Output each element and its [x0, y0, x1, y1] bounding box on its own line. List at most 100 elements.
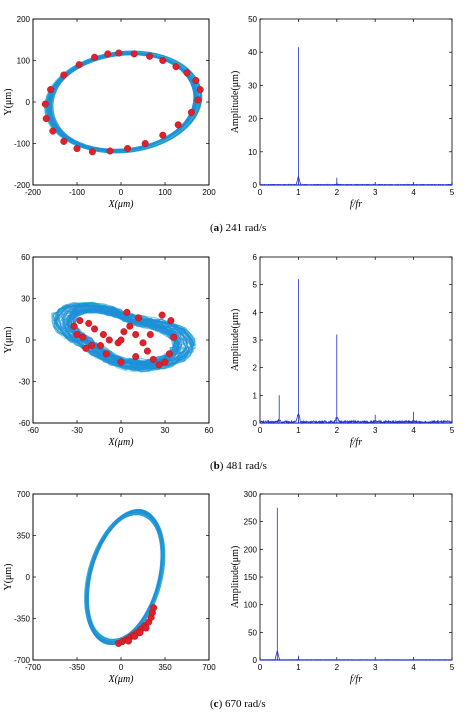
- orbit-point: [170, 333, 178, 341]
- x-tick-label: 200: [202, 188, 216, 197]
- orbit-point: [123, 308, 131, 316]
- panel-b-spectrum: 0 1 2 3 4 5 6 5 4 3 2 1 0 f/fr Amplitude(μm): [230, 253, 455, 448]
- orbit-point: [139, 339, 147, 347]
- panel-c-orbit: -700 -350 0 350 700 700 350 0 -350 -700 X(μm) Y(μm): [3, 490, 216, 685]
- y-tick-label: 200: [244, 545, 258, 554]
- y-tick-label: 300: [244, 490, 258, 499]
- orbit-point: [41, 100, 49, 108]
- panel-a-orbit: -200 -100 0 100 200 200 100 0 -100 -200 X(μm) Y(μm): [3, 15, 216, 210]
- orbit-point: [159, 57, 167, 65]
- orbit-point: [131, 632, 139, 640]
- y-tick-label: 0: [26, 336, 31, 345]
- orbit-point: [196, 86, 204, 94]
- x-axis-label: f/fr: [350, 199, 362, 210]
- orbit-point: [136, 629, 144, 637]
- x-tick-label: 0: [258, 188, 263, 197]
- x-tick-label: 2: [335, 426, 340, 435]
- y-tick-label: -60: [18, 419, 30, 428]
- orbit-point: [141, 139, 149, 147]
- y-tick-label: 5: [253, 281, 258, 290]
- x-axis-label: X(μm): [107, 437, 134, 448]
- y-axis-label: Amplitude(μm): [230, 71, 241, 134]
- y-tick-label: 6: [253, 253, 258, 262]
- y-axis-label: Amplitude(μm): [230, 309, 241, 372]
- orbit-point: [150, 604, 158, 612]
- orbit-point: [124, 637, 132, 645]
- orbit-point: [42, 115, 50, 123]
- y-tick-label: 100: [244, 601, 258, 610]
- caption-a-text: 241 rad/s: [223, 222, 266, 234]
- x-tick-label: 1: [296, 426, 301, 435]
- orbit-traces: [44, 50, 203, 154]
- x-tick-label: 4: [411, 426, 416, 435]
- caption-c-text: 670 rad/s: [222, 698, 265, 710]
- orbit-point: [117, 336, 125, 344]
- x-tick-label: 5: [450, 663, 455, 672]
- x-tick-label: 3: [373, 426, 378, 435]
- orbit-point: [82, 344, 90, 352]
- y-axis-label: Y(μm): [3, 88, 14, 115]
- plot-frame-top: [32, 256, 210, 424]
- orbit-point: [79, 333, 87, 341]
- caption-a-letter: a: [214, 222, 220, 234]
- y-tick-label: 350: [17, 532, 31, 541]
- y-axis-label: Amplitude(μm): [230, 546, 241, 609]
- orbit-point: [91, 53, 99, 61]
- orbit-trace: [62, 304, 189, 368]
- x-axis-label: f/fr: [350, 437, 362, 448]
- orbit-point: [161, 358, 169, 366]
- x-tick-label: 350: [158, 663, 172, 672]
- x-axis-label: X(μm): [107, 674, 134, 685]
- y-tick-label: 0: [26, 573, 31, 582]
- orbit-trace: [86, 510, 165, 644]
- orbit-point: [91, 325, 99, 333]
- y-tick-label: 100: [17, 57, 31, 66]
- x-tick-label: 0: [119, 426, 124, 435]
- orbit-point: [192, 76, 200, 84]
- y-tick-label: 10: [248, 148, 257, 157]
- orbit-point: [104, 50, 112, 58]
- orbit-point: [187, 108, 195, 116]
- y-tick-label: 40: [248, 48, 257, 57]
- y-tick-label: 250: [244, 518, 258, 527]
- orbit-point: [174, 121, 182, 129]
- orbit-point: [183, 69, 191, 77]
- orbit-point: [47, 86, 55, 94]
- orbit-trace: [85, 509, 165, 645]
- orbit-point: [106, 147, 114, 155]
- y-tick-label: 50: [248, 628, 257, 637]
- y-tick-label: 30: [248, 81, 257, 90]
- plot-frame: [259, 18, 453, 186]
- x-tick-label: 0: [258, 663, 263, 672]
- y-tick-label: 1: [253, 391, 258, 400]
- orbit-point: [117, 358, 125, 366]
- x-tick-label: 60: [205, 426, 214, 435]
- x-tick-label: 0: [258, 426, 263, 435]
- x-tick-label: 1: [296, 663, 301, 672]
- y-tick-label: 0: [253, 181, 258, 190]
- orbit-trace: [44, 51, 200, 153]
- orbit-point: [172, 63, 180, 71]
- x-axis-label: f/fr: [350, 674, 362, 685]
- x-tick-label: -700: [25, 663, 42, 672]
- orbit-point: [75, 61, 83, 69]
- orbit-trace: [73, 311, 176, 362]
- x-tick-label: -60: [27, 426, 39, 435]
- orbit-point: [165, 350, 173, 358]
- orbit-trace: [85, 514, 165, 640]
- orbit-point: [73, 144, 81, 152]
- orbit-point: [60, 137, 68, 145]
- x-tick-label: 3: [373, 663, 378, 672]
- x-tick-label: 2: [335, 663, 340, 672]
- orbit-trace: [85, 511, 165, 643]
- orbit-point: [102, 350, 110, 358]
- y-tick-label: 20: [248, 115, 257, 124]
- orbit-point: [105, 336, 113, 344]
- spectrum-trace: [259, 175, 453, 186]
- orbit-point: [88, 148, 96, 156]
- plot-frame: [259, 256, 453, 424]
- caption-c: (c) 670 rad/s: [210, 698, 266, 710]
- orbit-point: [99, 331, 107, 339]
- y-axis-label: Y(μm): [3, 563, 14, 590]
- x-tick-label: 3: [373, 188, 378, 197]
